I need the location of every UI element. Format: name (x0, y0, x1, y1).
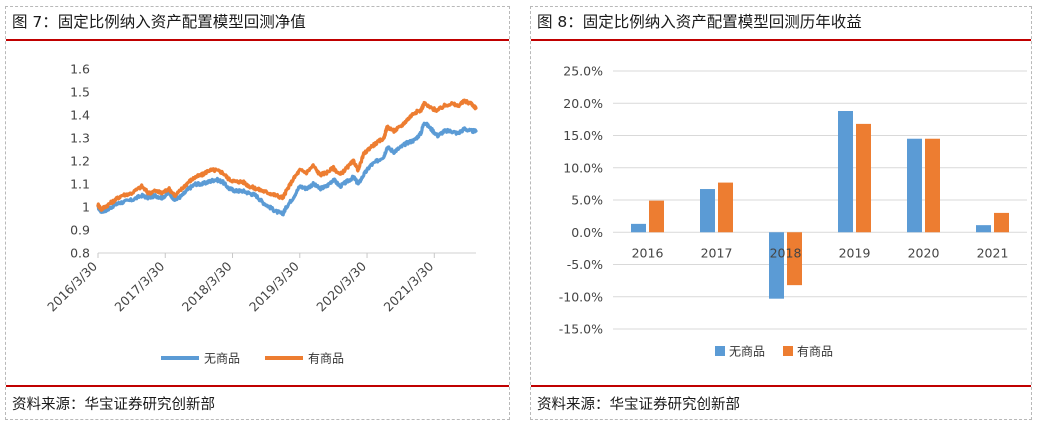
bar-with-commodity (994, 212, 1009, 233)
y-tick-label: -5.0% (567, 257, 603, 272)
y-tick-label: 0.9 (70, 223, 90, 238)
y-tick-label: 1.3 (70, 131, 90, 146)
bar-chart: -15.0% -10.0% -5.0% 0.0% 5.0% 10.0% 15.0% 20.0%… (559, 64, 1027, 359)
x-tick-label: 2018/3/30 (179, 258, 235, 314)
x-tick-label: 2017 (701, 245, 733, 260)
legend-label: 有商品 (308, 351, 344, 366)
x-tick-label: 2021/3/30 (380, 258, 436, 314)
y-tick-label: 1 (82, 200, 90, 215)
x-tick-label: 2020 (908, 245, 940, 260)
source-note: 资料来源：华宝证券研究创新部 (12, 397, 215, 413)
y-tick-label: -15.0% (559, 322, 603, 337)
bar-chart-panel: 图 8：固定比例纳入资产配置模型回测历年收益 -15.0% -10.0% -5.0%… (530, 6, 1032, 420)
legend-label: 有商品 (797, 344, 833, 359)
y-tick-label: 1.6 (70, 62, 90, 77)
bar-no-commodity (631, 223, 646, 233)
y-tick-label: 5.0% (571, 193, 603, 208)
figure-title: 图 8：固定比例纳入资产配置模型回测历年收益 (537, 13, 862, 31)
bar-with-commodity (718, 182, 733, 233)
bar-with-commodity (787, 232, 802, 286)
y-tick-label: 0.8 (70, 246, 90, 261)
series-line-with-commodity (96, 98, 478, 212)
y-tick-label: 0.0% (571, 225, 603, 240)
figure-title: 图 7：固定比例纳入资产配置模型回测净值 (12, 13, 306, 31)
y-tick-label: 1.2 (70, 154, 90, 169)
y-tick-label: 1.4 (70, 108, 90, 123)
x-tick-label: 2016/3/30 (44, 258, 100, 314)
bar-no-commodity (769, 232, 784, 299)
legend-label: 无商品 (729, 344, 765, 359)
x-tick-label: 2018 (770, 245, 802, 260)
title-rule (6, 39, 509, 41)
bar-no-commodity (976, 225, 991, 233)
line-chart-panel: 图 7：固定比例纳入资产配置模型回测净值 0.8 0.9 1 1.1 1.2 1.3 1.4… (5, 6, 510, 420)
x-tick-label: 2019 (839, 245, 871, 260)
y-tick-label: 15.0% (563, 128, 603, 143)
x-tick-label: 2016 (632, 245, 664, 260)
legend-swatch (715, 346, 725, 356)
x-tick-label: 2020/3/30 (313, 258, 369, 314)
x-tick-label: 2017/3/30 (111, 258, 167, 314)
bar-no-commodity (838, 110, 853, 233)
source-note: 资料来源：华宝证券研究创新部 (537, 397, 740, 413)
bar-no-commodity (907, 138, 922, 233)
x-tick-label: 2021 (977, 245, 1009, 260)
bar-with-commodity (925, 138, 940, 233)
title-rule (531, 39, 1031, 41)
y-tick-label: -10.0% (559, 289, 603, 304)
legend-label: 无商品 (204, 351, 240, 366)
y-tick-label: 25.0% (563, 64, 603, 79)
source-rule (6, 385, 509, 387)
bar-no-commodity (700, 189, 715, 233)
source-rule (531, 385, 1031, 387)
bar-with-commodity (856, 123, 871, 233)
bar-with-commodity (649, 200, 664, 233)
x-tick-label: 2019/3/30 (246, 258, 302, 314)
y-tick-label: 1.1 (70, 177, 90, 192)
y-tick-label: 1.5 (70, 85, 90, 100)
legend-swatch (783, 346, 793, 356)
series-line-no-commodity (96, 121, 478, 217)
line-chart: 0.8 0.9 1 1.1 1.2 1.3 1.4 1.5 1.6 2016/3/30 2017/3… (44, 62, 478, 366)
y-tick-label: 10.0% (563, 160, 603, 175)
y-tick-label: 20.0% (563, 96, 603, 111)
